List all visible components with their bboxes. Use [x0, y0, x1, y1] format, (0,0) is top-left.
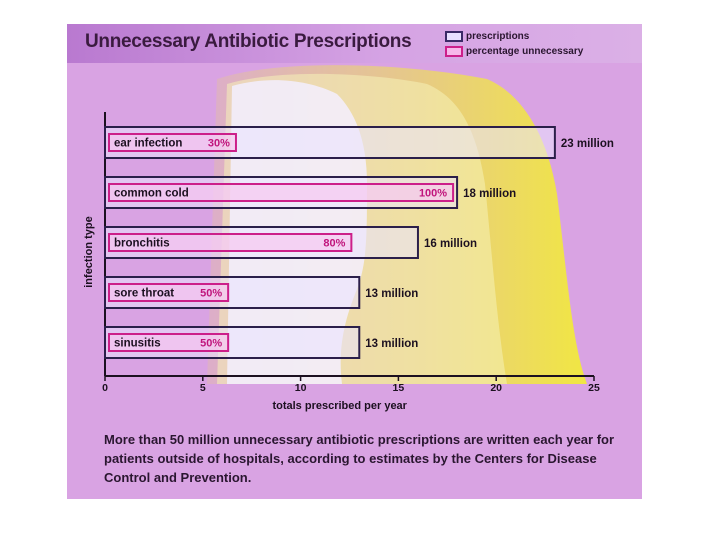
- legend-item-percentage: percentage unnecessary: [445, 46, 583, 58]
- x-tick-label-25: 25: [588, 382, 600, 394]
- value-label-common-cold: 18 million: [463, 188, 516, 200]
- x-tick-label-0: 0: [102, 382, 108, 394]
- x-tick-label-15: 15: [393, 382, 405, 394]
- value-label-sore-throat: 13 million: [365, 288, 418, 300]
- value-label-sinusitis: 13 million: [365, 338, 418, 350]
- bar-percentage-ear-infection: [108, 133, 237, 152]
- x-tick-label-20: 20: [490, 382, 502, 394]
- y-axis-title: infection type: [83, 216, 95, 288]
- category-label-sinusitis: sinusitis: [114, 338, 161, 350]
- bar-percentage-sore-throat: [108, 283, 230, 302]
- chart-title: Unnecessary Antibiotic Prescriptions: [85, 31, 412, 52]
- percentage-label-bronchitis: 80%: [323, 238, 345, 250]
- legend-item-prescriptions: prescriptions: [445, 31, 529, 43]
- legend-label-prescriptions: prescriptions: [466, 31, 530, 43]
- value-label-bronchitis: 16 million: [424, 238, 477, 250]
- title-band: [67, 24, 642, 63]
- plot-area: infection type 0 5 10 15 20 25 totals prescribe…: [83, 112, 614, 412]
- legend-swatch-percentage: [445, 46, 463, 57]
- caption: More than 50 million unnecessary antibio…: [104, 432, 615, 485]
- x-tick-label-10: 10: [295, 382, 307, 394]
- x-tick-label-5: 5: [200, 382, 206, 394]
- bar-prescriptions-ear-infection: [104, 126, 556, 159]
- value-label-ear-infection: 23 million: [561, 138, 614, 150]
- category-label-sore-throat: sore throat: [114, 288, 174, 300]
- bar-prescriptions-sore-throat: [104, 276, 361, 309]
- category-label-ear-infection: ear infection: [114, 138, 182, 150]
- bar-percentage-bronchitis: [108, 233, 353, 252]
- bar-percentage-sinusitis: [108, 333, 230, 352]
- legend-swatch-prescriptions: [445, 31, 463, 42]
- category-label-bronchitis: bronchitis: [114, 238, 170, 250]
- legend-label-percentage: percentage unnecessary: [466, 46, 584, 58]
- percentage-label-common-cold: 100%: [419, 188, 447, 200]
- category-label-common-cold: common cold: [114, 188, 189, 200]
- percentage-label-sinusitis: 50%: [200, 338, 222, 350]
- percentage-label-ear-infection: 30%: [208, 138, 230, 150]
- percentage-label-sore-throat: 50%: [200, 288, 222, 300]
- chart-figure: Unnecessary Antibiotic Prescriptions pre…: [67, 24, 642, 499]
- bar-percentage-common-cold: [108, 183, 455, 202]
- x-axis-title: totals prescribed per year: [272, 400, 407, 412]
